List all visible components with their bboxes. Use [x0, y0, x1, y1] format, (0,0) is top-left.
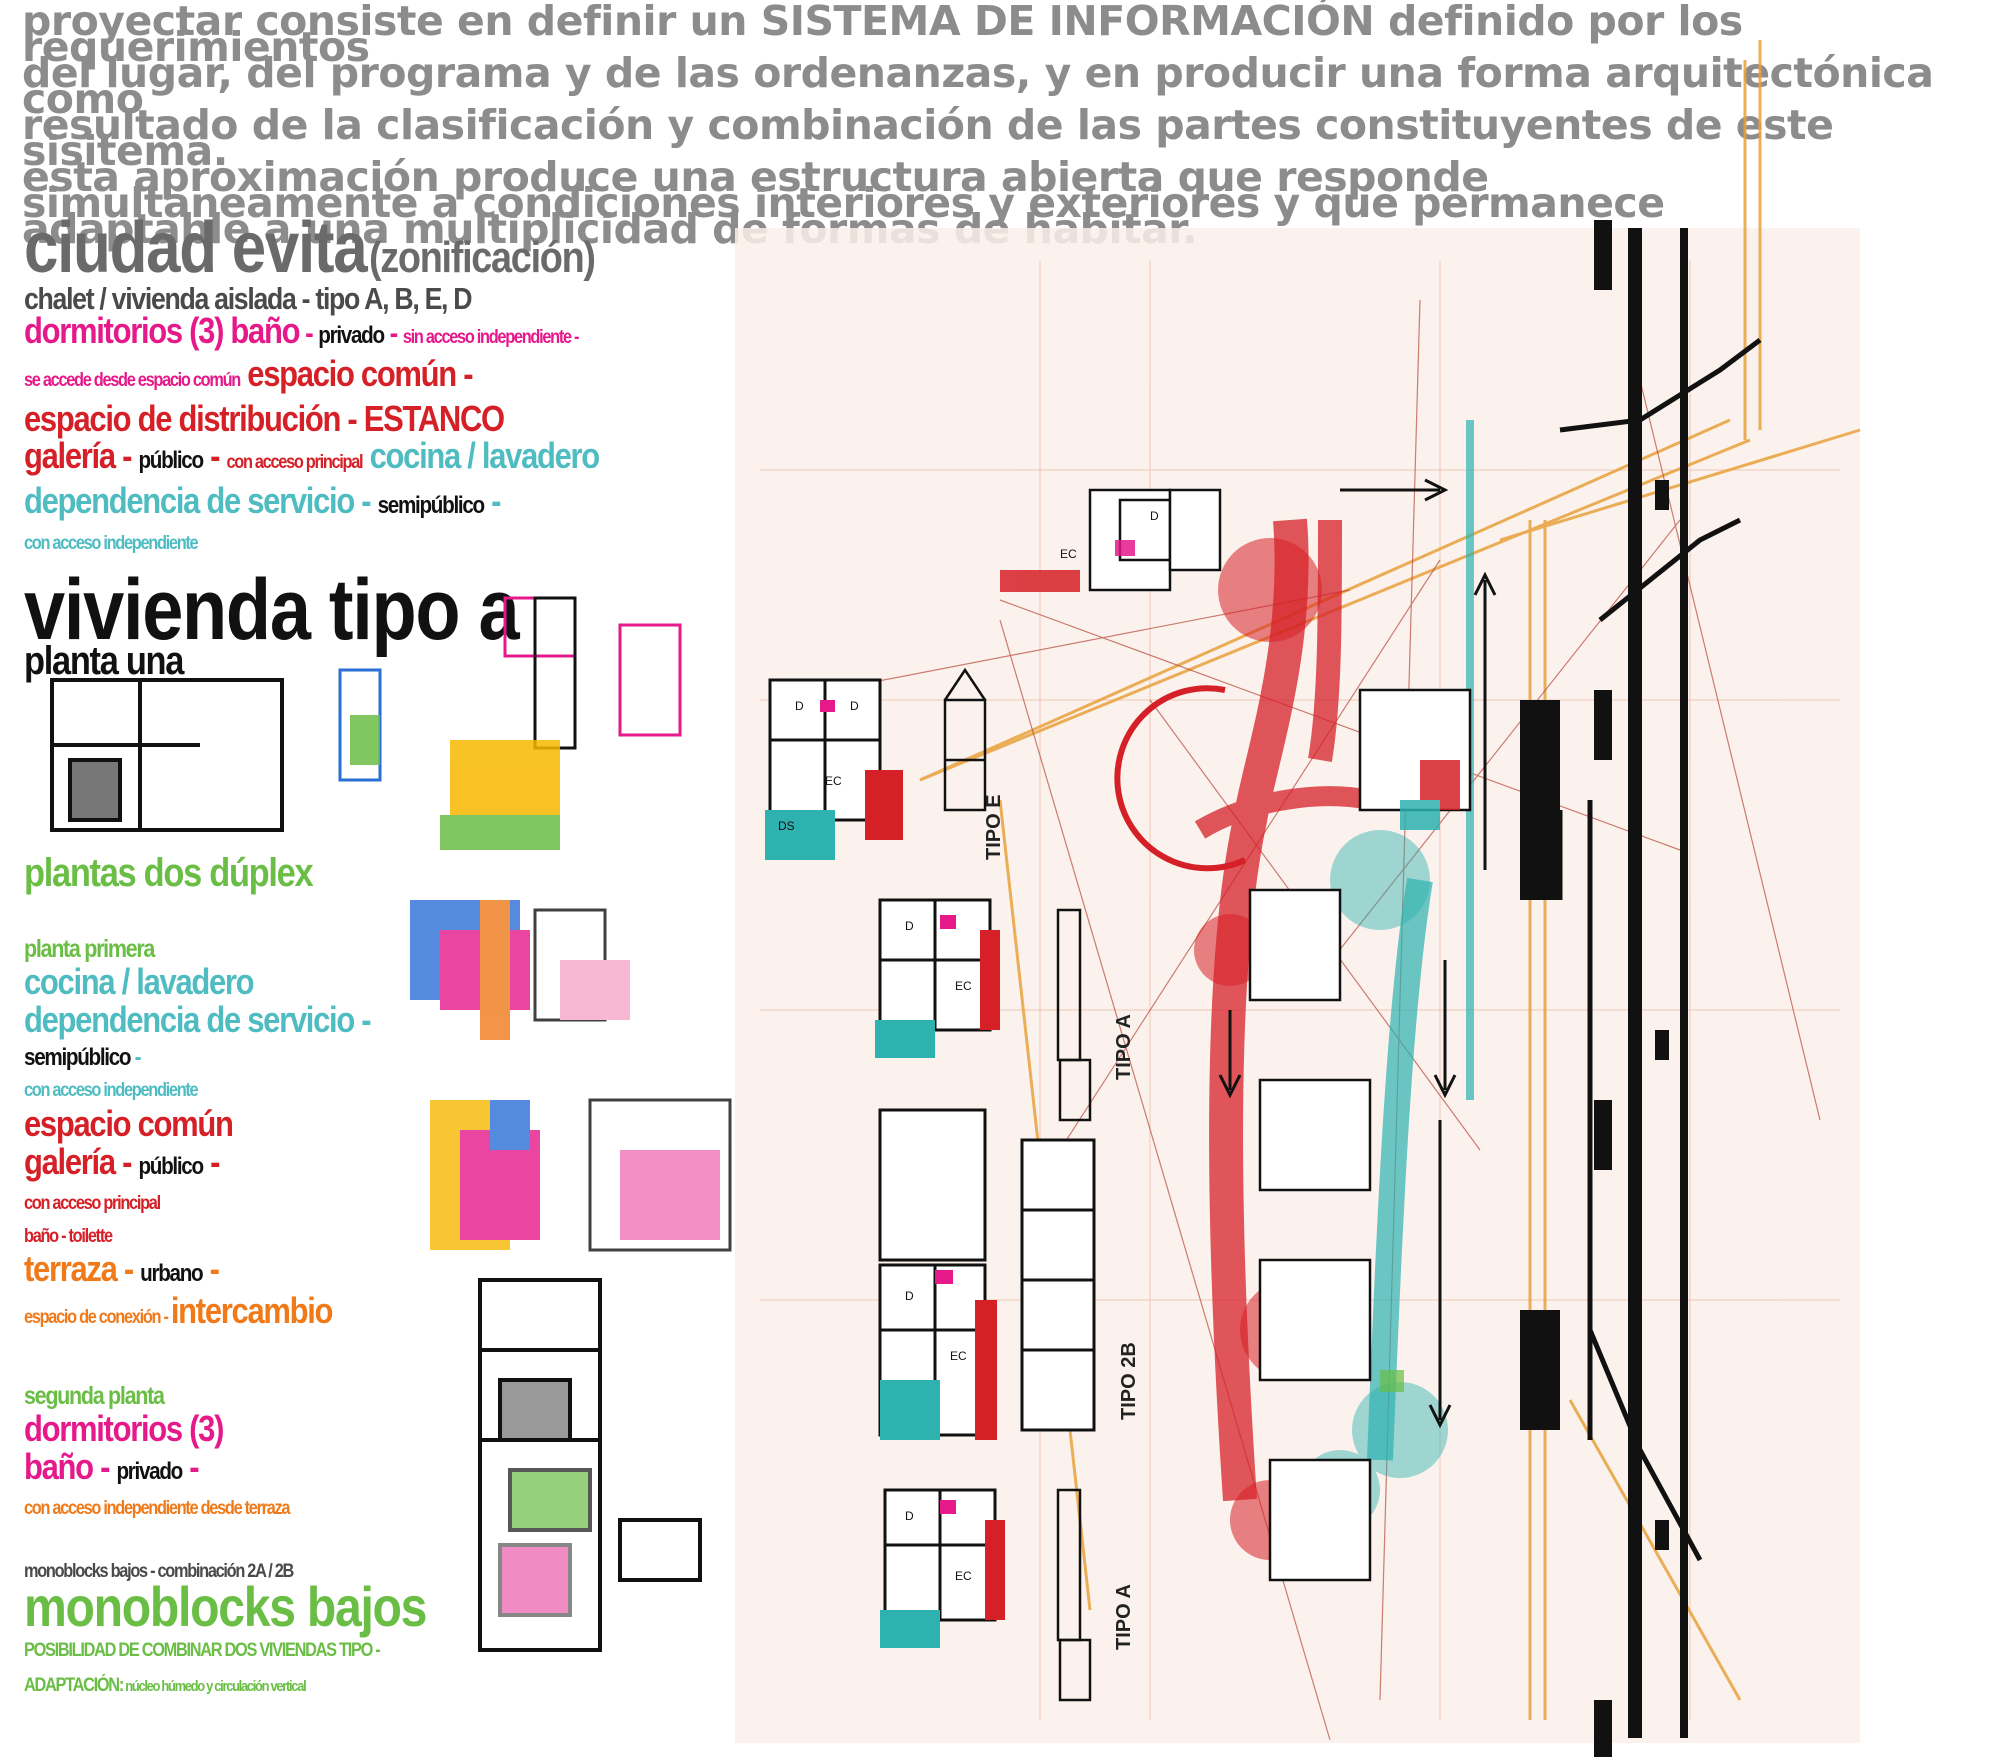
elev-tipo-a-1: [1056, 908, 1092, 1122]
elev-tipo-2b: [1020, 1138, 1096, 1432]
plan-tipo-a-1: [878, 898, 992, 1032]
pp-galeria-line: galería - público -: [24, 1141, 220, 1182]
plan-tipo-2b-fills: [880, 1270, 997, 1440]
pp-acceso-principal: con acceso principal: [24, 1193, 161, 1214]
elev-tipo-a-2: [1056, 1488, 1092, 1702]
tipo-a-colored-diagram: [350, 715, 560, 850]
plan-tipo-a-1-fills: [875, 915, 1000, 1058]
planta-primera-title: planta primera: [24, 935, 155, 963]
room-code-ec: EC: [955, 979, 972, 993]
label-tipo-2b: TIPO 2B: [1118, 1342, 1140, 1420]
room-code-d: D: [795, 699, 804, 713]
sp-bano-line: baño - privado -: [24, 1446, 200, 1487]
label-tipo-a-1: TIPO A: [1113, 1014, 1135, 1080]
pp-dependencia: dependencia de servicio -: [24, 999, 372, 1040]
house-color-fills: [1000, 540, 1460, 830]
house-blocks: [1088, 488, 1472, 1582]
legend-line-3: espacio de distribución - ESTANCO: [24, 398, 505, 439]
room-code-d: D: [905, 1509, 914, 1523]
tipo-a-floor-plan: [50, 678, 284, 832]
room-code-d: D: [850, 699, 859, 713]
legend-line-2: se accede desde espacio común espacio co…: [24, 353, 474, 394]
room-code-d: D: [905, 1289, 914, 1303]
heading-types: chalet / vivienda aislada - tipo A, B, E…: [24, 281, 473, 316]
room-codes: D D EC DS D EC D EC D EC EC D: [778, 509, 1159, 1583]
room-code-ds: DS: [778, 819, 795, 833]
label-tipo-e: TIPO E: [983, 794, 1005, 860]
duplex-diagram-1: [410, 900, 630, 1040]
legend-line-1: dormitorios (3) baño - privado - sin acc…: [24, 310, 579, 351]
legend-line-6: con acceso independiente: [24, 533, 199, 554]
circular-arc: [1114, 685, 1247, 872]
pp-conexion-line: espacio de conexión - intercambio: [24, 1290, 333, 1331]
pp-bano: baño - toilette: [24, 1226, 113, 1247]
room-code-ec: EC: [1060, 547, 1077, 561]
legend-line-5: dependencia de servicio - semipúblico -: [24, 480, 501, 521]
duplex-diagram-3: [478, 1278, 702, 1652]
tipo-a-title: vivienda tipo a: [24, 562, 520, 658]
room-code-ec: EC: [825, 774, 842, 788]
label-tipo-a-2: TIPO A: [1113, 1584, 1135, 1650]
monoblocks-title: monoblocks bajos: [24, 1575, 427, 1638]
pp-acceso: con acceso independiente: [24, 1080, 199, 1101]
sp-acceso: con acceso independiente desde terraza: [24, 1498, 290, 1519]
pp-cocina: cocina / lavadero: [24, 961, 255, 1002]
heading-subtitle: (zonificación): [368, 233, 596, 282]
pp-espacio: espacio común: [24, 1103, 234, 1144]
elev-tipo-e: [943, 667, 987, 812]
sp-dorm: dormitorios (3): [24, 1408, 224, 1449]
highway-lines: [1520, 220, 1688, 1757]
monoblocks-posibilidad: POSIBILIDAD DE COMBINAR DOS VIVIENDAS TI…: [24, 1640, 381, 1661]
pp-semi-line: semipúblico -: [24, 1044, 142, 1071]
legend-column: ciudad evita (zonificación) chalet / viv…: [24, 212, 784, 1702]
plantas-dos-title: plantas dos dúplex: [24, 851, 314, 895]
plan-tipo-e-fills: [765, 700, 903, 860]
segunda-planta-title: segunda planta: [24, 1382, 165, 1410]
legend-line-4: galería - público - con acceso principal…: [24, 435, 600, 476]
ramp-lines: [1557, 338, 1762, 1562]
room-code-ec: EC: [950, 1349, 967, 1363]
monoblocks-adaptacion: ADAPTACIÓN: núcleo húmedo y circulación …: [24, 1675, 307, 1696]
heading-line: ciudad evita (zonificación): [24, 212, 678, 284]
red-circulation: [1194, 518, 1372, 1502]
room-code-d: D: [905, 919, 914, 933]
duplex-diagram-2: [430, 1098, 732, 1252]
monoblocks-small: monoblocks bajos - combinación 2A / 2B: [24, 1561, 294, 1582]
plan-tipo-a-2-fills: [880, 1500, 1005, 1648]
tipo-a-subtitle: planta una: [24, 639, 184, 683]
arrows: [1218, 478, 1497, 1429]
heading-title: ciudad evita: [24, 208, 368, 288]
room-code-ec: EC: [955, 1569, 972, 1583]
pp-terraza-line: terraza - urbano -: [24, 1248, 220, 1289]
room-code-d: D: [1150, 509, 1159, 523]
